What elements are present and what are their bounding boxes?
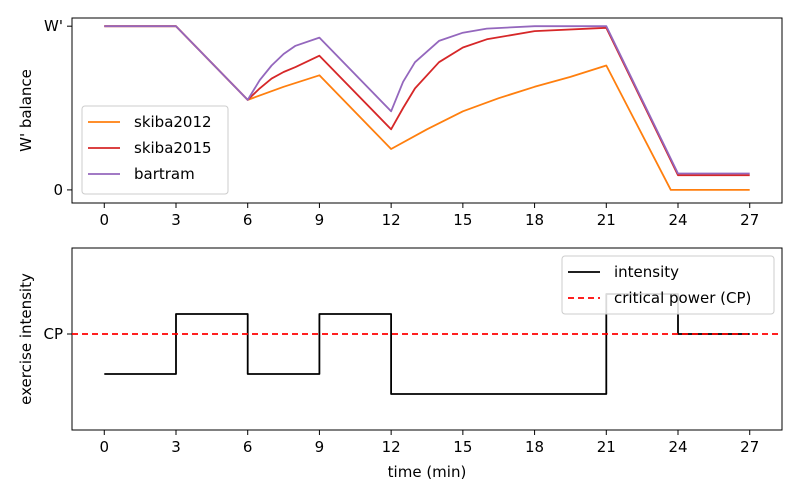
- x-tick-label: 3: [171, 211, 181, 229]
- y-tick-label: W': [44, 17, 63, 35]
- y-axis-label: exercise intensity: [17, 273, 35, 405]
- x-tick-label: 24: [668, 438, 687, 456]
- x-tick-label: 0: [99, 438, 109, 456]
- x-tick-label: 9: [315, 211, 325, 229]
- legend: intensity critical power (CP): [561, 255, 775, 315]
- legend-label: skiba2012: [134, 113, 212, 131]
- x-tick-label: 9: [315, 438, 325, 456]
- panel-2: 0 3 6 9 12 15 18 21 24 27 CP exercise intensity time…: [17, 247, 783, 481]
- plot-frame: [71, 247, 783, 431]
- x-tick-label: 15: [453, 438, 472, 456]
- legend-box: [81, 105, 229, 195]
- x-tick-label: 21: [597, 211, 616, 229]
- y-axis-label: W' balance: [17, 69, 35, 152]
- plot-frame: [71, 17, 783, 204]
- legend-label: bartram: [134, 165, 195, 183]
- legend-box: [561, 255, 775, 315]
- y-tick-label: CP: [43, 325, 63, 343]
- y-tick-label: 0: [53, 181, 63, 199]
- x-tick-label: 21: [597, 438, 616, 456]
- x-tick-label: 3: [171, 438, 181, 456]
- legend: skiba2012 skiba2015 bartram: [81, 105, 229, 195]
- x-axis-label: time (min): [388, 463, 467, 481]
- series-line-skiba2012: [104, 25, 750, 191]
- x-tick-label: 12: [382, 438, 401, 456]
- series-line-bartram: [104, 25, 750, 175]
- series-line-skiba2015: [104, 25, 750, 177]
- legend-label: critical power (CP): [614, 289, 751, 307]
- legend-label: skiba2015: [134, 139, 212, 157]
- x-tick-label: 24: [668, 211, 687, 229]
- x-tick-label: 15: [453, 211, 472, 229]
- x-tick-label: 6: [243, 438, 253, 456]
- legend-label: intensity: [614, 263, 679, 281]
- x-tick-label: 27: [740, 438, 759, 456]
- x-tick-label: 12: [382, 211, 401, 229]
- x-tick-label: 27: [740, 211, 759, 229]
- x-tick-label: 0: [99, 211, 109, 229]
- x-tick-label: 6: [243, 211, 253, 229]
- x-tick-label: 18: [525, 438, 544, 456]
- x-tick-label: 18: [525, 211, 544, 229]
